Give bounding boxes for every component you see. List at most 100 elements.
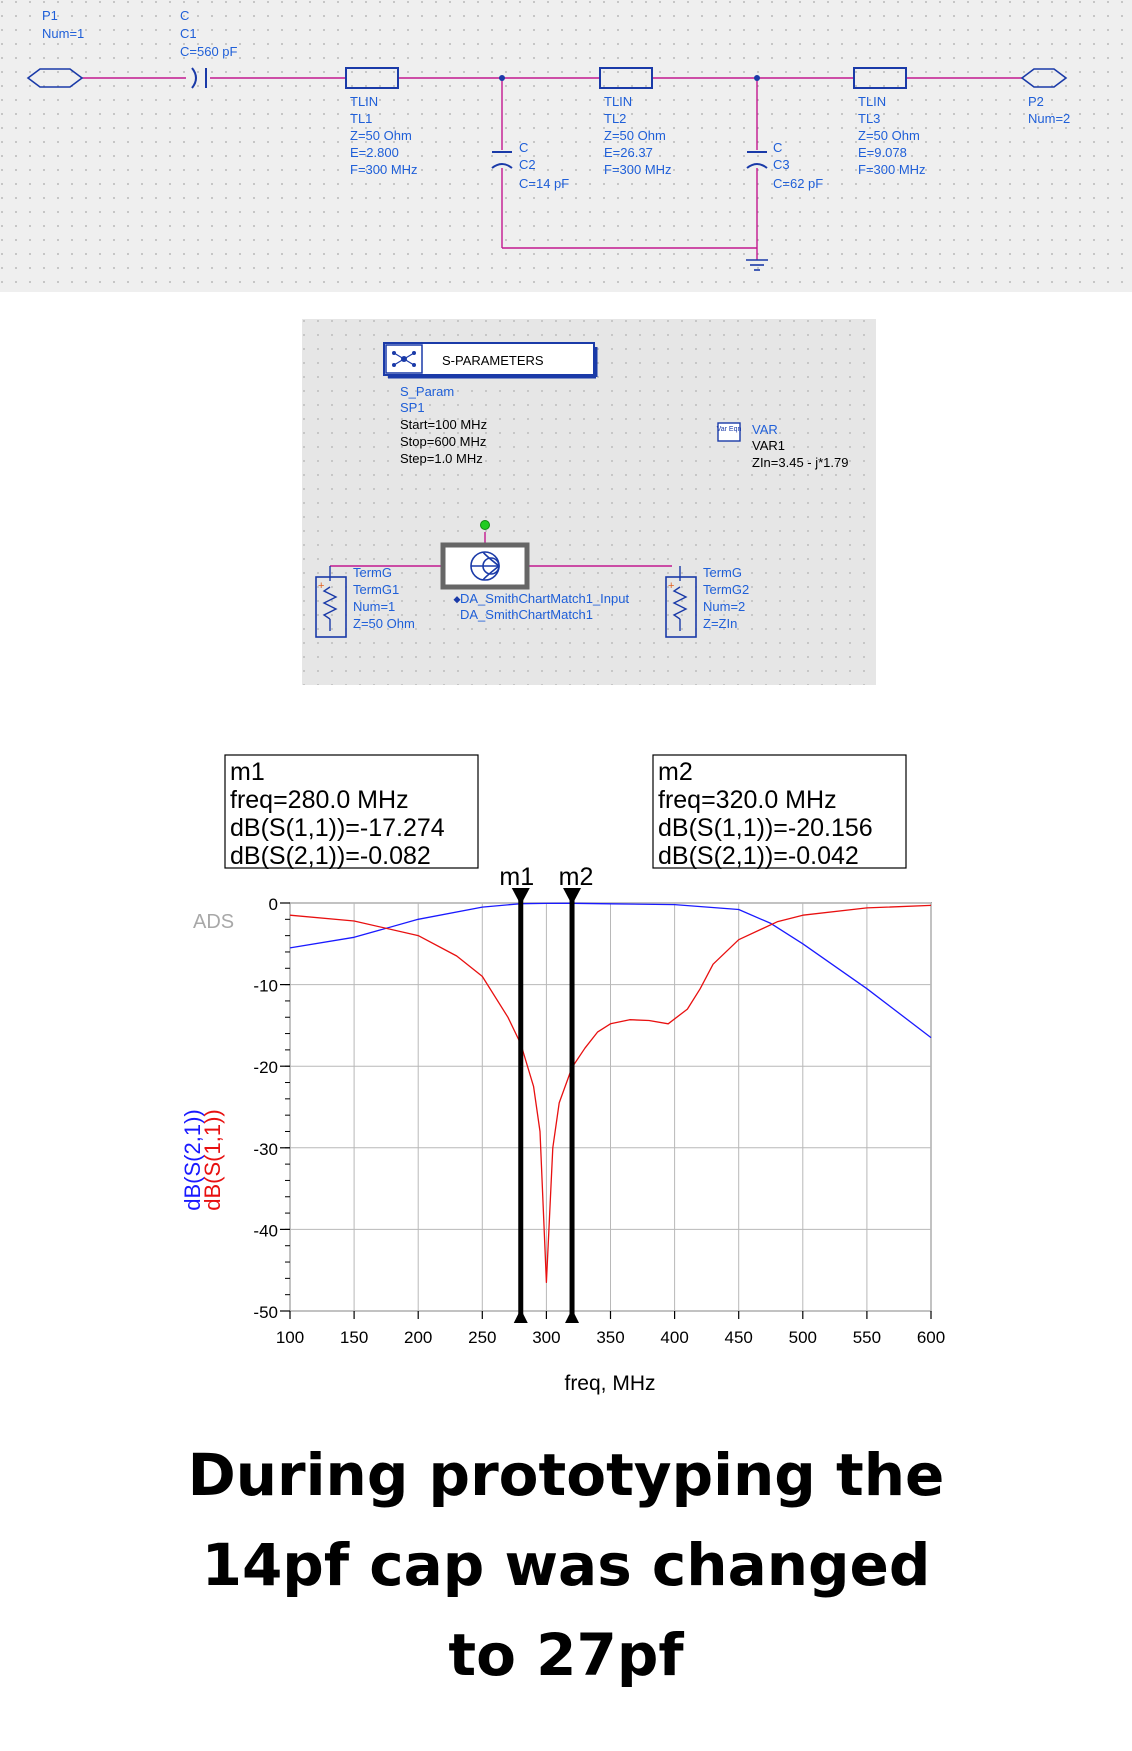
plot-markers: m1 m2 <box>499 863 593 1323</box>
m2-readout-s21: dB(S(2,1))=-0.042 <box>658 842 859 870</box>
tl2-z: Z=50 Ohm <box>604 128 666 143</box>
tl2-e: E=26.37 <box>604 145 653 160</box>
capacitor-c1-symbol[interactable] <box>191 67 207 89</box>
marker-label-m1: m1 <box>499 863 534 891</box>
ads-watermark: ADS <box>193 911 234 933</box>
sparam-step: Step=1.0 MHz <box>400 451 483 466</box>
series-line <box>289 904 932 1284</box>
y-tick-label: -30 <box>253 1140 278 1159</box>
term2-num: Num=2 <box>703 599 745 614</box>
sparam-icon <box>392 351 416 367</box>
y-tick-label: -20 <box>253 1058 278 1077</box>
term1-name: TermG1 <box>353 582 399 597</box>
tl3-z: Z=50 Ohm <box>858 128 920 143</box>
sparameter-plot: m1 freq=280.0 MHz dB(S(1,1))=-17.274 dB(… <box>0 740 1132 1420</box>
x-tick-label: 450 <box>725 1328 753 1347</box>
probe-pin-icon[interactable] <box>480 520 490 530</box>
tl1-z: Z=50 Ohm <box>350 128 412 143</box>
term2-name: TermG2 <box>703 582 749 597</box>
junction-dot <box>754 75 760 81</box>
marker-bottom-triangle-m1 <box>513 1309 528 1323</box>
c1-value: C=560 pF <box>180 44 238 59</box>
x-tick-label: 200 <box>404 1328 432 1347</box>
x-tick-label: 150 <box>340 1328 368 1347</box>
m1-readout-name: m1 <box>230 758 265 786</box>
m2-readout-s11: dB(S(1,1))=-20.156 <box>658 814 873 842</box>
var-type: VAR <box>752 422 778 437</box>
port-marker <box>453 596 461 604</box>
port-p2-symbol[interactable] <box>1020 68 1068 88</box>
term1-num: Num=1 <box>353 599 395 614</box>
x-tick-label: 250 <box>468 1328 496 1347</box>
tl2-f: F=300 MHz <box>604 162 672 177</box>
x-tick-label: 300 <box>532 1328 560 1347</box>
caption: During prototyping the 14pf cap was chan… <box>0 1430 1132 1700</box>
var-name: VAR1 <box>752 438 785 453</box>
match-port-label: DA_SmithChartMatch1_Input <box>460 591 629 606</box>
p1-label: P1 <box>42 8 58 23</box>
p2-num: Num=2 <box>1028 111 1070 126</box>
port-p1-symbol[interactable] <box>26 68 84 88</box>
y-axis-labels: dB(S(2,1)) dB(S(1,1)) <box>180 1109 225 1210</box>
m2-readout-name: m2 <box>658 758 693 786</box>
m1-readout-freq: freq=280.0 MHz <box>230 786 409 814</box>
var-block[interactable]: Var Eqn <box>717 422 742 442</box>
smith-chart-icon <box>470 551 500 581</box>
p1-num: Num=1 <box>42 26 84 41</box>
capacitor-c2-symbol[interactable] <box>491 151 513 169</box>
tl3-e: E=9.078 <box>858 145 907 160</box>
sparam-type: S_Param <box>400 384 454 399</box>
tl2-name: TL2 <box>604 111 626 126</box>
tlin-tl2-symbol[interactable] <box>599 67 653 89</box>
tlin-tl3-symbol[interactable] <box>853 67 907 89</box>
capacitor-c3-symbol[interactable] <box>746 151 768 169</box>
term-g1-symbol[interactable]: + <box>315 566 347 638</box>
y-label-s11: dB(S(1,1)) <box>200 1109 225 1210</box>
y-tick-label: -10 <box>253 977 278 996</box>
caption-line-3: to 27pf <box>448 1621 684 1689</box>
term2-z: Z=ZIn <box>703 616 737 631</box>
marker-m1-readout[interactable]: m1 freq=280.0 MHz dB(S(1,1))=-17.274 dB(… <box>224 754 479 870</box>
svg-text:+: + <box>668 580 674 592</box>
plot-series <box>289 902 932 1284</box>
sparameters-title: S-PARAMETERS <box>442 353 544 368</box>
term1-z: Z=50 Ohm <box>353 616 415 631</box>
tl3-f: F=300 MHz <box>858 162 926 177</box>
c3-name: C3 <box>773 157 790 172</box>
sparameters-block[interactable]: S-PARAMETERS <box>383 342 598 379</box>
m1-readout-s21: dB(S(2,1))=-0.082 <box>230 842 431 870</box>
c2-type: C <box>519 140 528 155</box>
plot-ticks: 0 -10 -20 -30 -40 -50 100 150 200 250 300 350 400 450… <box>253 895 945 1347</box>
y-label-s21: dB(S(2,1)) <box>180 1109 205 1210</box>
tl1-e: E=2.800 <box>350 145 399 160</box>
c1-name: C1 <box>180 26 197 41</box>
var-equation: ZIn=3.45 - j*1.79 <box>752 455 848 470</box>
term1-type: TermG <box>353 565 392 580</box>
tl1-f: F=300 MHz <box>350 162 418 177</box>
series-line <box>289 902 932 1039</box>
var-eqn-icon: Var Eqn <box>717 426 742 433</box>
matching-network-schematic: P1 Num=1 P2 Num=2 C C1 C=560 pF TLIN TL1… <box>0 0 1132 292</box>
p2-label: P2 <box>1028 94 1044 109</box>
c2-name: C2 <box>519 157 536 172</box>
svg-text:+: + <box>318 580 324 592</box>
y-tick-label: -50 <box>253 1303 278 1322</box>
marker-m2-readout[interactable]: m2 freq=320.0 MHz dB(S(1,1))=-20.156 dB(… <box>652 754 907 870</box>
sparam-name: SP1 <box>400 400 425 415</box>
marker-top-triangle-m1 <box>511 888 530 905</box>
match-name: DA_SmithChartMatch1 <box>460 607 593 622</box>
c3-value: C=62 pF <box>773 176 823 191</box>
x-tick-label: 550 <box>853 1328 881 1347</box>
x-tick-label: 350 <box>596 1328 624 1347</box>
marker-bottom-triangle-m2 <box>565 1309 580 1323</box>
tl1-type: TLIN <box>350 94 378 109</box>
term-g2-symbol[interactable]: + <box>665 566 697 638</box>
tlin-tl1-symbol[interactable] <box>345 67 399 89</box>
sparam-start: Start=100 MHz <box>400 417 487 432</box>
sparam-stop: Stop=600 MHz <box>400 434 486 449</box>
tl1-name: TL1 <box>350 111 372 126</box>
caption-line-1: During prototyping the <box>187 1441 945 1509</box>
smith-chart-match-block[interactable] <box>440 542 530 590</box>
y-tick-label: 0 <box>269 895 278 914</box>
x-axis-label: freq, MHz <box>564 1372 655 1395</box>
